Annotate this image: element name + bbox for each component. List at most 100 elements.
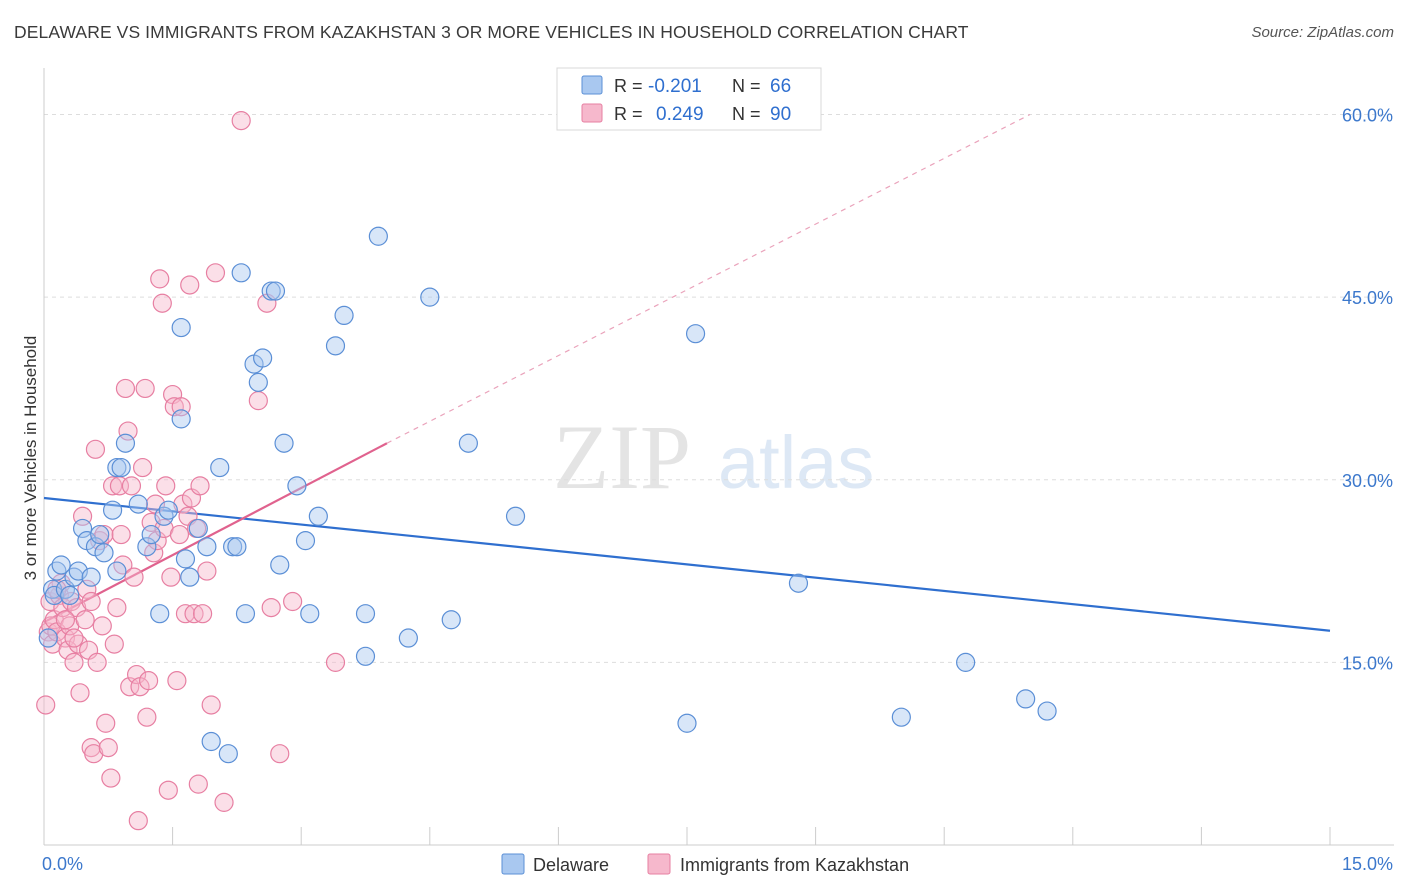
data-point-kazakhstan [58,640,78,660]
data-point-kazakhstan [169,524,190,545]
data-point-delaware [685,324,706,344]
series-delaware-points [38,226,1057,764]
data-point-delaware [265,281,286,301]
data-point-kazakhstan [201,695,221,715]
y-tick-label: 45.0% [1342,288,1393,308]
data-point-kazakhstan [101,768,121,788]
data-point-kazakhstan [137,707,157,727]
data-point-delaware [223,537,243,557]
data-point-kazakhstan [261,597,281,618]
data-point-kazakhstan [152,293,172,313]
data-point-kazakhstan [248,391,268,411]
data-point-delaware [398,628,418,648]
x-tick-label-max: 15.0% [1342,854,1393,874]
stats-n-value-delaware: 66 [770,76,791,97]
data-point-delaware [51,555,71,575]
data-point-delaware [231,263,251,283]
data-point-delaware [270,555,290,575]
data-point-delaware [1037,701,1057,721]
data-point-delaware [180,567,200,587]
data-point-kazakhstan [161,567,181,587]
data-point-delaware [201,731,221,752]
data-point-delaware [107,561,127,581]
data-point-kazakhstan [126,664,147,685]
watermark-atlas: atlas [718,421,874,504]
data-point-delaware [111,457,131,478]
data-point-delaware [158,500,178,520]
data-point-delaware [891,707,911,727]
y-tick-label: 15.0% [1342,653,1393,673]
data-point-kazakhstan [150,269,170,289]
data-point-kazakhstan [188,774,208,794]
data-point-delaware [171,409,191,429]
stats-r-value-delaware: -0.201 [648,76,702,97]
data-point-delaware [458,433,478,453]
data-point-kazakhstan [180,275,200,295]
watermark-zip: ZIP [553,406,691,508]
data-point-delaware [261,281,281,301]
legend-label-delaware: Delaware [533,855,609,875]
data-point-kazakhstan [128,811,148,831]
data-point-delaware [102,500,123,520]
data-point-delaware [150,604,170,624]
stats-r-value-kazakhstan: 0.249 [656,104,704,125]
data-point-delaware [197,537,217,557]
watermark: ZIP atlas [553,406,874,508]
data-point-delaware [334,305,354,326]
data-point-kazakhstan [167,671,187,691]
data-point-kazakhstan [270,744,290,764]
data-point-kazakhstan [36,695,56,715]
trend-line-kazakhstan [43,442,388,624]
data-point-delaware [171,317,191,338]
y-axis-title: 3 or more Vehicles in Household [21,336,40,581]
data-point-delaware [115,433,136,453]
data-point-delaware [137,537,157,557]
data-point-delaware [227,537,247,557]
data-point-delaware [38,628,58,648]
stats-legend-swatch-kazakhstan [581,103,603,123]
data-point-delaware [81,567,101,587]
data-point-kazakhstan [132,457,153,478]
data-point-kazakhstan [121,476,142,496]
data-point-kazakhstan [98,738,118,758]
data-point-kazakhstan [118,421,138,441]
data-point-delaware [72,518,93,539]
data-point-delaware [295,531,316,551]
data-point-kazakhstan [190,476,210,496]
data-point-kazakhstan [64,652,84,672]
data-point-kazakhstan [85,439,106,459]
data-point-delaware [420,287,440,307]
stats-n-label-kazakhstan: N = [732,104,761,124]
data-point-kazakhstan [77,579,97,599]
data-point-delaware [355,646,376,666]
data-point-kazakhstan [115,378,136,399]
trend-extension-kazakhstan [386,113,1031,444]
data-point-delaware [218,744,238,764]
data-point-delaware [60,585,80,606]
data-point-delaware [90,524,110,545]
data-point-delaware [274,433,294,453]
data-point-kazakhstan [84,744,104,764]
data-point-delaware [141,524,161,545]
data-point-kazakhstan [214,792,234,812]
data-point-delaware [188,518,208,539]
data-point-delaware [94,543,114,563]
stats-legend-swatch-delaware [581,75,603,95]
trend-lines [43,113,1331,632]
data-point-delaware [956,652,976,672]
series-legend: Delaware Immigrants from Kazakhstan [501,853,909,875]
axes: 15.0% 30.0% 45.0% 60.0% [43,68,1394,846]
data-point-kazakhstan [124,567,144,587]
data-point-delaware [235,604,256,624]
chart-title: DELAWARE VS IMMIGRANTS FROM KAZAKHSTAN 3… [14,22,969,42]
data-point-kazakhstan [231,111,251,131]
data-point-kazakhstan [104,634,124,654]
data-point-kazakhstan [164,397,184,417]
stats-legend: R = -0.201 N = 66 R = 0.249 N = 90 [556,67,822,131]
series-kazakhstan-points [36,111,346,831]
x-tick-label-min: 0.0% [42,854,83,874]
data-point-delaware [175,549,196,569]
data-point-kazakhstan [81,591,101,612]
data-point-kazakhstan [92,616,112,636]
